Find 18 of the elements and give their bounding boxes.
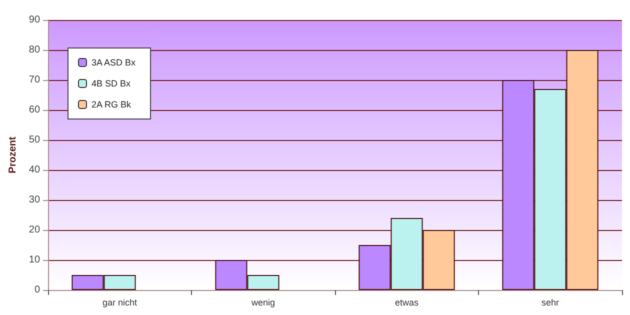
x-tick-label: wenig <box>250 298 276 308</box>
legend-label: 2A RG Bk <box>92 100 132 110</box>
y-tick-label: 50 <box>28 134 40 146</box>
x-tick-label: gar nicht <box>102 298 138 308</box>
y-tick-label: 0 <box>34 284 40 296</box>
y-axis-title: Prozent <box>8 136 18 174</box>
y-tick-label: 80 <box>28 44 40 56</box>
y-tick-label: 70 <box>28 74 40 86</box>
y-tick-label: 40 <box>28 164 40 176</box>
y-tick-label: 10 <box>28 254 40 266</box>
y-tick-label: 30 <box>28 194 40 206</box>
y-tick-label: 60 <box>28 104 40 116</box>
legend-label: 3A ASD Bx <box>92 58 136 68</box>
x-tick-label: etwas <box>395 298 420 308</box>
x-tick-label: sehr <box>541 298 560 308</box>
legend-label: 4B SD Bx <box>92 78 132 88</box>
y-tick-label: 90 <box>28 14 40 26</box>
y-tick-label: 20 <box>28 224 40 236</box>
